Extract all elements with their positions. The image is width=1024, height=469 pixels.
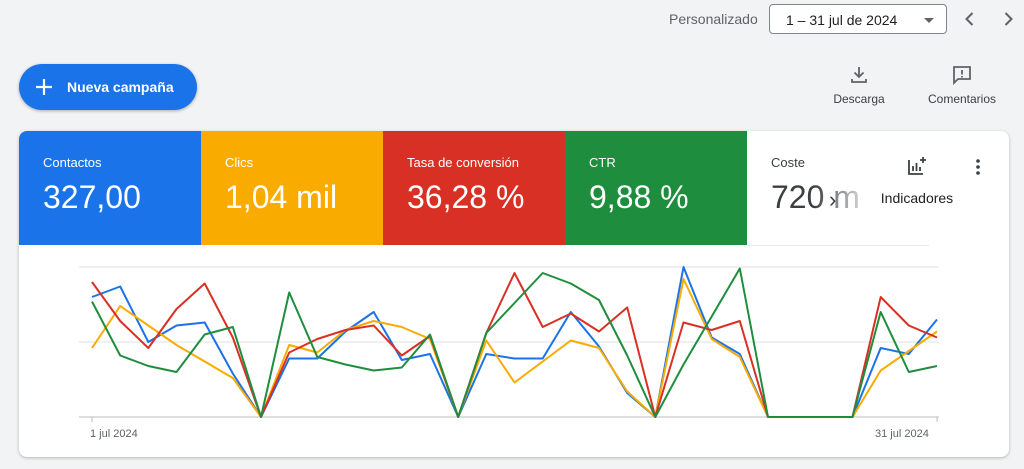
download-icon bbox=[851, 67, 867, 83]
indicators-label: Indicadores bbox=[880, 190, 954, 206]
feedback-button[interactable]: Comentarios bbox=[922, 64, 1002, 106]
indicators-button[interactable]: Indicadores bbox=[877, 155, 957, 206]
metric-value: 36,28 % bbox=[407, 179, 525, 215]
date-range-value: 1 – 31 jul de 2024 bbox=[786, 12, 898, 28]
series-layer bbox=[91, 266, 938, 418]
series-line-tasa-de-conversi-n bbox=[91, 272, 938, 418]
metric-value: 9,88 % bbox=[589, 179, 689, 215]
add-chart-icon bbox=[908, 157, 926, 175]
download-button[interactable]: Descarga bbox=[826, 64, 892, 106]
more-options-button[interactable] bbox=[971, 157, 985, 177]
performance-card: Contactos 327,00 Clics 1,04 mil Tasa de … bbox=[19, 131, 1009, 457]
metric-tile-clicks[interactable]: Clics 1,04 mil bbox=[201, 131, 383, 245]
overflow-fade bbox=[814, 171, 924, 231]
plus-icon bbox=[36, 79, 52, 95]
metric-value: 327,00 bbox=[43, 179, 141, 215]
metric-name: Coste bbox=[771, 155, 805, 170]
period-label: Personalizado bbox=[669, 11, 758, 27]
metric-name: Clics bbox=[225, 155, 254, 170]
dropdown-caret-icon bbox=[924, 18, 934, 23]
metrics-line-chart bbox=[79, 266, 939, 422]
metric-name: Contactos bbox=[43, 155, 102, 170]
metric-tile-contacts[interactable]: Contactos 327,00 bbox=[19, 131, 201, 245]
metric-name: Tasa de conversión bbox=[407, 155, 520, 170]
new-campaign-button[interactable]: Nueva campaña bbox=[19, 64, 197, 110]
download-label: Descarga bbox=[833, 92, 885, 106]
date-range-select[interactable]: 1 – 31 jul de 2024 bbox=[769, 4, 947, 34]
metric-tile-conversion-rate[interactable]: Tasa de conversión 36,28 % bbox=[383, 131, 565, 245]
next-period-button[interactable] bbox=[995, 6, 1021, 32]
feedback-icon bbox=[953, 66, 971, 86]
new-campaign-label: Nueva campaña bbox=[67, 79, 174, 95]
top-bar: Personalizado 1 – 31 jul de 2024 bbox=[0, 0, 1024, 40]
series-line-ctr bbox=[91, 267, 938, 418]
chevron-left-icon bbox=[965, 12, 974, 26]
metric-value: 1,04 mil bbox=[225, 179, 338, 215]
metric-tile-ctr[interactable]: CTR 9,88 % bbox=[565, 131, 747, 245]
x-axis-label-end: 31 jul 2024 bbox=[875, 428, 929, 440]
x-axis-label-start: 1 jul 2024 bbox=[90, 428, 138, 440]
more-vert-icon bbox=[976, 159, 980, 175]
previous-period-button[interactable] bbox=[957, 6, 983, 32]
feedback-label: Comentarios bbox=[927, 92, 997, 106]
metric-name: CTR bbox=[589, 155, 616, 170]
chevron-right-icon bbox=[1004, 12, 1013, 26]
scroll-metrics-right-icon[interactable]: › bbox=[829, 187, 837, 212]
